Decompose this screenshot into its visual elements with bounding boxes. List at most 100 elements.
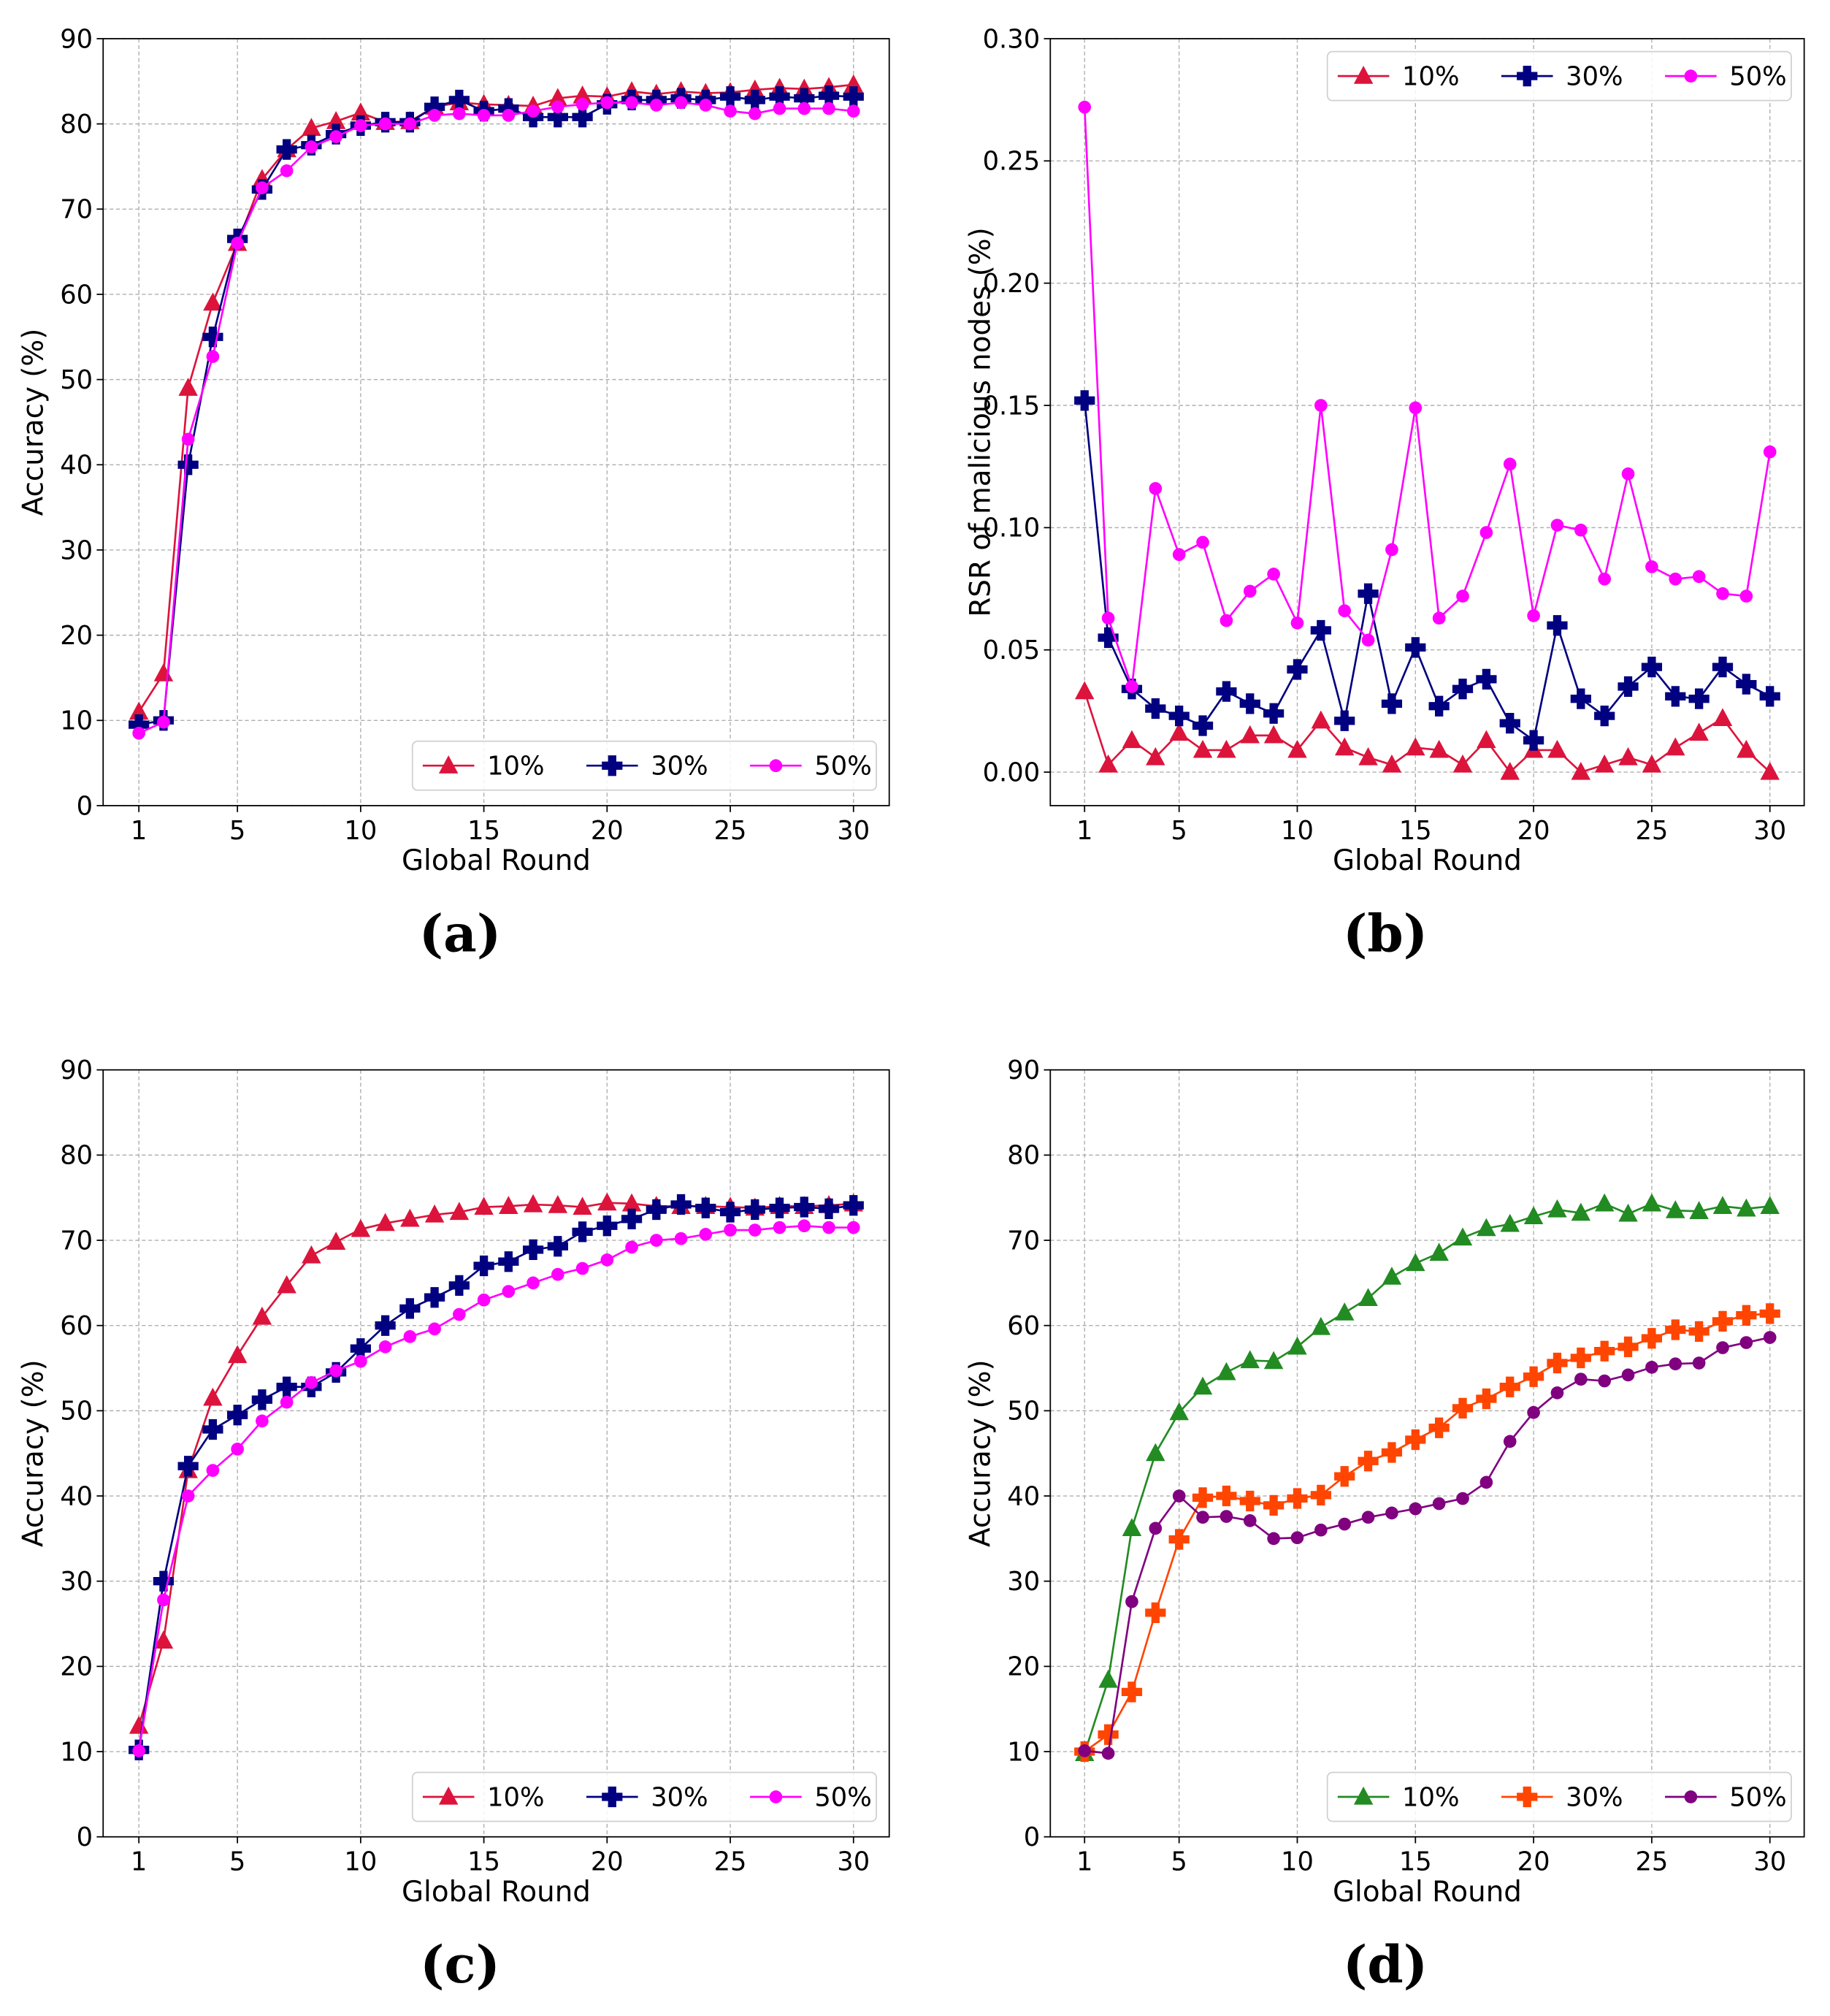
data-point	[302, 118, 321, 137]
data-point	[719, 1202, 741, 1223]
data-point	[1617, 676, 1639, 698]
data-point	[1334, 710, 1355, 731]
data-point	[1476, 668, 1497, 690]
legend: 10% 30% 50%	[1326, 50, 1792, 102]
data-point	[1736, 1305, 1757, 1326]
data-point	[132, 726, 145, 740]
data-point	[1361, 633, 1375, 647]
data-point	[1381, 693, 1403, 714]
x-tick-label: 10	[1281, 1847, 1314, 1877]
data-point	[719, 86, 741, 107]
data-point	[276, 1376, 297, 1397]
x-tick-label: 20	[1517, 816, 1550, 846]
data-point	[1263, 1494, 1285, 1516]
data-point	[1759, 1303, 1780, 1324]
data-point	[1220, 1510, 1233, 1523]
data-point	[1074, 681, 1095, 700]
series-10pct	[1074, 1193, 1780, 1761]
data-point	[1122, 1518, 1142, 1536]
data-point	[329, 130, 342, 143]
data-point	[769, 86, 790, 107]
data-point	[1243, 584, 1257, 598]
x-axis-label: Global Round	[402, 1876, 591, 1909]
data-point	[1456, 589, 1469, 603]
legend-marker-triangle-icon	[1353, 66, 1374, 84]
data-point	[1763, 1331, 1777, 1344]
x-tick-label: 10	[344, 816, 377, 846]
x-axis-label: Global Round	[402, 844, 591, 877]
data-point	[378, 117, 392, 131]
chart-panel-b: 1 5 10 15 20 25 300.000.050.100.150.200.250.30…	[964, 24, 1805, 963]
data-point	[1574, 1372, 1588, 1386]
x-tick-label: 15	[467, 1847, 500, 1877]
data-point	[428, 109, 441, 122]
data-point	[1432, 1497, 1446, 1511]
data-point	[818, 85, 840, 107]
y-tick-label: 40	[60, 451, 93, 481]
data-point	[744, 1199, 765, 1221]
y-tick-label: 90	[60, 1055, 93, 1085]
data-point	[600, 1253, 614, 1267]
data-point	[477, 1293, 491, 1307]
data-point	[231, 1443, 244, 1456]
data-point	[350, 1338, 371, 1359]
series-30pct	[1074, 390, 1780, 751]
data-point	[1287, 739, 1307, 758]
data-point	[621, 1208, 643, 1229]
data-point	[1239, 693, 1260, 714]
data-point	[448, 1275, 470, 1296]
data-point	[1310, 619, 1331, 641]
data-point	[1098, 1669, 1118, 1688]
x-tick-label: 30	[1753, 816, 1786, 846]
data-point	[1739, 1336, 1753, 1349]
data-point	[1381, 1442, 1403, 1463]
data-point	[1571, 1202, 1591, 1221]
data-point	[1547, 739, 1567, 758]
x-tick-label: 20	[591, 1847, 624, 1877]
data-point	[428, 1322, 441, 1336]
data-point	[1598, 572, 1612, 586]
data-point	[448, 89, 470, 111]
data-point	[1358, 1451, 1379, 1472]
x-tick-label: 30	[837, 816, 870, 846]
legend-entry-label: 50%	[1729, 61, 1786, 91]
data-point	[1428, 695, 1450, 717]
data-point	[1737, 739, 1756, 758]
x-tick-label: 25	[714, 816, 747, 846]
data-point	[1503, 457, 1517, 471]
y-tick-label: 40	[1007, 1481, 1040, 1511]
legend-box	[411, 740, 877, 791]
data-point	[326, 110, 346, 129]
data-point	[375, 1213, 395, 1232]
data-point	[1594, 705, 1615, 727]
y-tick-label: 40	[60, 1481, 93, 1511]
legend-entry-label: 30%	[651, 752, 708, 782]
data-point	[1618, 1203, 1638, 1222]
x-tick-label: 30	[1753, 1847, 1786, 1877]
data-point	[354, 1354, 367, 1368]
legend-box	[1326, 50, 1792, 102]
data-point	[573, 1196, 592, 1215]
data-point	[252, 1306, 272, 1325]
data-point	[1500, 1213, 1520, 1232]
y-tick-label: 90	[1007, 1055, 1040, 1085]
x-tick-label: 1	[1076, 1847, 1092, 1877]
data-point	[1145, 698, 1166, 719]
x-tick-label: 25	[1635, 816, 1668, 846]
series-line	[138, 94, 854, 726]
y-tick-label: 0.00	[983, 757, 1041, 787]
x-tick-label: 20	[591, 816, 624, 846]
data-point	[547, 1236, 568, 1257]
data-point	[1499, 1376, 1520, 1397]
series-line	[1083, 1202, 1770, 1754]
data-point	[227, 1345, 248, 1364]
data-point	[499, 1196, 518, 1214]
data-point	[280, 1395, 294, 1409]
data-point	[1476, 1388, 1497, 1410]
y-tick-label: 50	[1007, 1397, 1040, 1427]
data-point	[846, 104, 860, 118]
legend-entry-label: 50%	[814, 752, 871, 782]
data-point	[523, 1194, 543, 1213]
